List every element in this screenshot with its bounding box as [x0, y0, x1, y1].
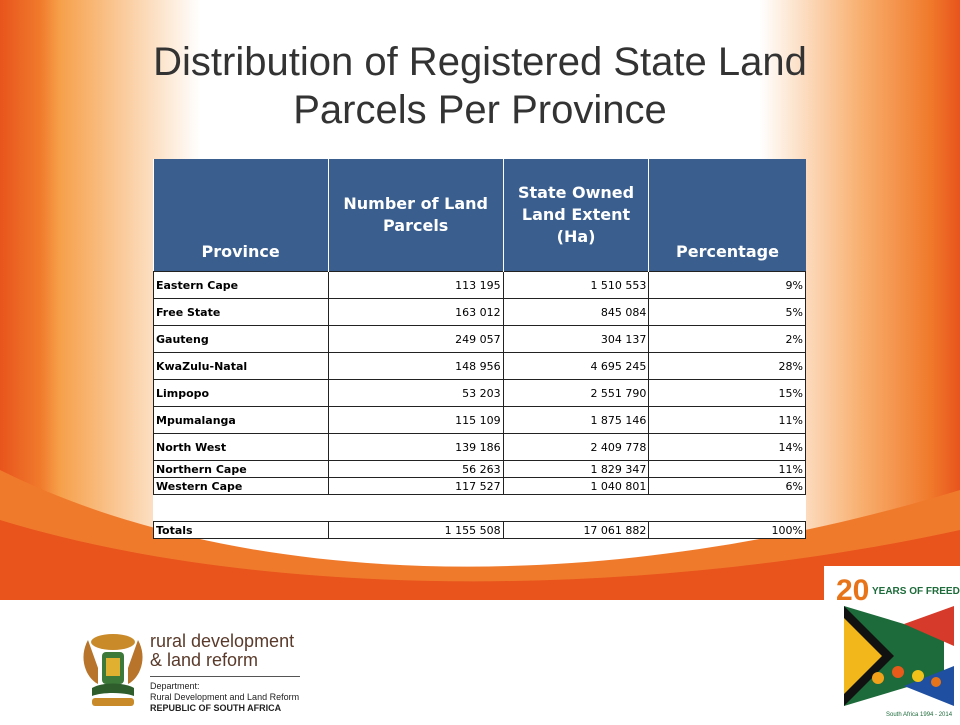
header-extent: State Owned Land Extent (Ha): [502, 159, 649, 272]
province-cell: Mpumalanga: [153, 406, 329, 434]
totals-percentage-cell: 100%: [648, 521, 806, 539]
extent-cell: 1 829 347: [502, 460, 650, 478]
dept-divider: [150, 676, 300, 677]
dept-name-line2: & land reform: [150, 650, 259, 670]
twenty-years-freedom-badge: 20 YEARS OF FREEDOM South Africa 1994 - …: [824, 566, 960, 720]
spacer-cell: [154, 495, 806, 522]
department-branding: rural development & land reform Departme…: [150, 632, 300, 714]
totals-label-cell: Totals: [153, 521, 329, 539]
parcels-cell: 139 186: [327, 433, 504, 461]
table-row: Free State 163 012 845 084 5%: [153, 298, 806, 326]
percentage-cell: 28%: [648, 352, 806, 380]
parcels-cell: 115 109: [327, 406, 504, 434]
extent-cell: 845 084: [502, 298, 650, 326]
extent-cell: 4 695 245: [502, 352, 650, 380]
coat-of-arms-logo: [83, 634, 143, 706]
province-cell: Free State: [153, 298, 329, 326]
percentage-cell: 14%: [648, 433, 806, 461]
table-row: Western Cape 117 527 1 040 801 6%: [153, 477, 806, 495]
extent-cell: 2 551 790: [502, 379, 650, 407]
province-land-table: Province Number of Land Parcels State Ow…: [153, 159, 806, 539]
extent-cell: 1 040 801: [502, 477, 650, 495]
table-header-row: Province Number of Land Parcels State Ow…: [153, 159, 806, 272]
extent-cell: 2 409 778: [502, 433, 650, 461]
dept-full-name: Rural Development and Land Reform: [150, 692, 300, 702]
badge-number: 20: [836, 574, 869, 607]
slide-title: Distribution of Registered State Land Pa…: [153, 40, 807, 132]
totals-row: Totals 1 155 508 17 061 882 100%: [153, 521, 806, 539]
table-spacer-row: [154, 495, 806, 522]
table-row: Northern Cape 56 263 1 829 347 11%: [153, 460, 806, 478]
totals-extent-cell: 17 061 882: [502, 521, 650, 539]
badge-text: YEARS OF FREEDOM: [872, 586, 960, 597]
percentage-cell: 2%: [648, 325, 806, 353]
orange-wave-decoration: [0, 470, 960, 600]
percentage-cell: 11%: [648, 406, 806, 434]
table-row: North West 139 186 2 409 778 14%: [153, 433, 806, 461]
totals-parcels-cell: 1 155 508: [327, 521, 504, 539]
header-parcels: Number of Land Parcels: [327, 159, 504, 272]
percentage-cell: 11%: [648, 460, 806, 478]
parcels-cell: 249 057: [327, 325, 504, 353]
table-row: Gauteng 249 057 304 137 2%: [153, 325, 806, 353]
province-cell: Western Cape: [153, 477, 329, 495]
province-cell: Limpopo: [153, 379, 329, 407]
country-name: REPUBLIC OF SOUTH AFRICA: [150, 703, 282, 713]
parcels-cell: 113 195: [327, 271, 504, 299]
dept-name-line1: rural development: [150, 631, 295, 651]
badge-subtext: South Africa 1994 - 2014: [886, 712, 953, 718]
province-cell: Eastern Cape: [153, 271, 329, 299]
table-row: Limpopo 53 203 2 551 790 15%: [153, 379, 806, 407]
parcels-cell: 53 203: [327, 379, 504, 407]
table-row: Eastern Cape 113 195 1 510 553 9%: [153, 271, 806, 299]
percentage-cell: 6%: [648, 477, 806, 495]
table-row: KwaZulu-Natal 148 956 4 695 245 28%: [153, 352, 806, 380]
province-cell: Northern Cape: [153, 460, 329, 478]
parcels-cell: 148 956: [327, 352, 504, 380]
header-province: Province: [153, 159, 329, 272]
table-row: Mpumalanga 115 109 1 875 146 11%: [153, 406, 806, 434]
province-cell: KwaZulu-Natal: [153, 352, 329, 380]
percentage-cell: 9%: [648, 271, 806, 299]
parcels-cell: 117 527: [327, 477, 504, 495]
parcels-cell: 163 012: [327, 298, 504, 326]
freedom-logo-graphic: 20 YEARS OF FREEDOM South Africa 1994 - …: [836, 574, 960, 718]
percentage-cell: 15%: [648, 379, 806, 407]
header-percentage: Percentage: [648, 159, 806, 272]
extent-cell: 1 875 146: [502, 406, 650, 434]
province-cell: North West: [153, 433, 329, 461]
dept-label: Department:: [150, 681, 200, 691]
extent-cell: 304 137: [502, 325, 650, 353]
extent-cell: 1 510 553: [502, 271, 650, 299]
percentage-cell: 5%: [648, 298, 806, 326]
parcels-cell: 56 263: [327, 460, 504, 478]
province-cell: Gauteng: [153, 325, 329, 353]
